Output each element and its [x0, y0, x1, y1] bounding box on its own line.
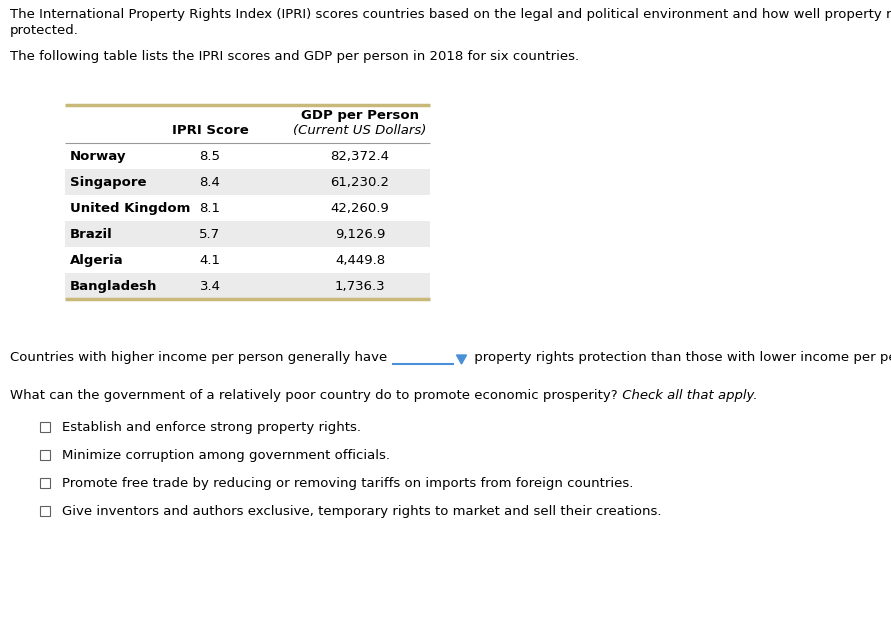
Text: Bangladesh: Bangladesh — [70, 279, 158, 292]
Text: United Kingdom: United Kingdom — [70, 202, 191, 214]
Text: 8.5: 8.5 — [200, 149, 220, 162]
Text: 9,126.9: 9,126.9 — [335, 227, 385, 240]
Bar — [65, 221, 430, 247]
Text: protected.: protected. — [10, 24, 79, 37]
Text: 8.4: 8.4 — [200, 176, 220, 189]
Text: 5.7: 5.7 — [200, 227, 221, 240]
Text: Promote free trade by reducing or removing tariffs on imports from foreign count: Promote free trade by reducing or removi… — [62, 477, 634, 490]
Text: 4,449.8: 4,449.8 — [335, 254, 385, 267]
Text: Countries with higher income per person generally have: Countries with higher income per person … — [10, 351, 391, 364]
Text: IPRI Score: IPRI Score — [172, 124, 249, 137]
Text: Brazil: Brazil — [70, 227, 113, 240]
Text: Check all that apply.: Check all that apply. — [617, 389, 757, 402]
Text: Algeria: Algeria — [70, 254, 124, 267]
Text: Minimize corruption among government officials.: Minimize corruption among government off… — [62, 449, 390, 462]
Text: 42,260.9: 42,260.9 — [331, 202, 389, 214]
Text: Singapore: Singapore — [70, 176, 146, 189]
Text: 4.1: 4.1 — [200, 254, 220, 267]
Text: The International Property Rights Index (IPRI) scores countries based on the leg: The International Property Rights Index … — [10, 8, 891, 21]
Bar — [40, 478, 50, 488]
Bar — [65, 169, 430, 195]
Bar — [65, 273, 430, 299]
Text: 3.4: 3.4 — [200, 279, 220, 292]
Text: Establish and enforce strong property rights.: Establish and enforce strong property ri… — [62, 421, 361, 434]
Text: GDP per Person: GDP per Person — [301, 109, 419, 122]
Text: The following table lists the IPRI scores and GDP per person in 2018 for six cou: The following table lists the IPRI score… — [10, 50, 579, 63]
Text: (Current US Dollars): (Current US Dollars) — [293, 124, 427, 137]
Polygon shape — [456, 355, 467, 364]
Text: What can the government of a relatively poor country do to promote economic pros: What can the government of a relatively … — [10, 389, 617, 402]
Text: 1,736.3: 1,736.3 — [335, 279, 385, 292]
Bar — [40, 422, 50, 432]
Bar — [40, 450, 50, 460]
Text: Norway: Norway — [70, 149, 127, 162]
Text: property rights protection than those with lower income per person.: property rights protection than those wi… — [470, 351, 891, 364]
Text: 82,372.4: 82,372.4 — [331, 149, 389, 162]
Text: 8.1: 8.1 — [200, 202, 220, 214]
Text: 61,230.2: 61,230.2 — [331, 176, 389, 189]
Text: Give inventors and authors exclusive, temporary rights to market and sell their : Give inventors and authors exclusive, te… — [62, 505, 661, 518]
Bar — [40, 506, 50, 516]
